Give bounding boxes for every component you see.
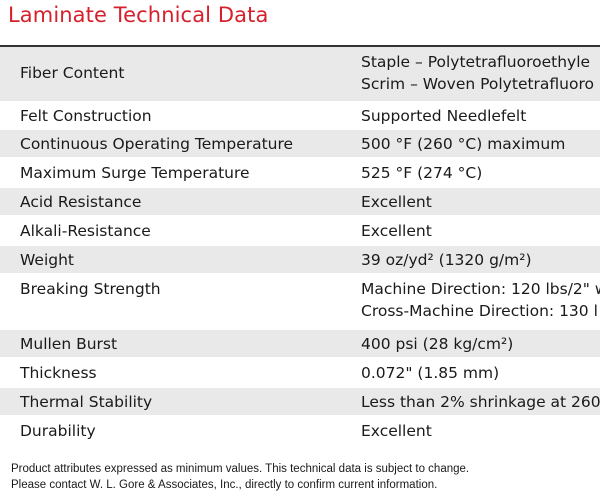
page-title: Laminate Technical Data — [8, 3, 269, 27]
value-line: Cross-Machine Direction: 130 l — [361, 302, 598, 320]
property-value: Machine Direction: 120 lbs/2" w Cross-Ma… — [361, 280, 600, 320]
property-label: Thermal Stability — [20, 393, 153, 411]
table-row-mullen-burst: Mullen Burst 400 psi (28 kg/cm²) — [0, 330, 600, 359]
property-label: Maximum Surge Temperature — [20, 164, 250, 182]
property-value: 400 psi (28 kg/cm²) — [361, 335, 514, 353]
property-label: Weight — [20, 251, 75, 269]
property-value: Excellent — [361, 193, 432, 211]
property-label: Fiber Content — [20, 64, 125, 82]
table-row-felt-construction: Felt Construction Supported Needlefelt — [0, 103, 600, 130]
property-value: 0.072" (1.85 mm) — [361, 364, 500, 382]
table-row-thickness: Thickness 0.072" (1.85 mm) — [0, 359, 600, 388]
property-value: Excellent — [361, 222, 432, 240]
property-label: Breaking Strength — [20, 280, 161, 298]
table-row-acid-resistance: Acid Resistance Excellent — [0, 188, 600, 217]
header-rule — [0, 45, 600, 47]
footnote-line: Please contact W. L. Gore & Associates, … — [11, 479, 438, 491]
table-row-alkali-resistance: Alkali-Resistance Excellent — [0, 217, 600, 246]
table-row-weight: Weight 39 oz/yd² (1320 g/m²) — [0, 246, 600, 275]
property-value: Supported Needlefelt — [361, 107, 527, 125]
property-value: Less than 2% shrinkage at 260 — [361, 393, 600, 411]
value-line: Scrim – Woven Polytetrafluoro — [361, 75, 595, 93]
property-value: Staple – Polytetrafluoroethyle Scrim – W… — [361, 53, 594, 93]
value-line: Staple – Polytetrafluoroethyle — [361, 53, 591, 71]
table-row-maximum-surge-temperature: Maximum Surge Temperature 525 °F (274 °C… — [0, 159, 600, 188]
property-value: 500 °F (260 °C) maximum — [361, 135, 566, 153]
property-label: Acid Resistance — [20, 193, 142, 211]
property-label: Alkali-Resistance — [20, 222, 151, 240]
property-label: Felt Construction — [20, 107, 152, 125]
property-value: Excellent — [361, 422, 432, 440]
footnote-line: Product attributes expressed as minimum … — [11, 463, 470, 475]
footnote: Product attributes expressed as minimum … — [11, 461, 469, 493]
table-row-fiber-content: Fiber Content Staple – Polytetrafluoroet… — [0, 47, 600, 103]
property-label: Continuous Operating Temperature — [20, 135, 294, 153]
property-value: 39 oz/yd² (1320 g/m²) — [361, 251, 532, 269]
property-value: 525 °F (274 °C) — [361, 164, 483, 182]
property-label: Thickness — [20, 364, 97, 382]
property-label: Mullen Burst — [20, 335, 118, 353]
value-line: Machine Direction: 120 lbs/2" w — [361, 280, 600, 298]
table-row-thermal-stability: Thermal Stability Less than 2% shrinkage… — [0, 388, 600, 417]
technical-data-table: Fiber Content Staple – Polytetrafluoroet… — [0, 47, 600, 446]
table-row-durability: Durability Excellent — [0, 417, 600, 446]
property-label: Durability — [20, 422, 96, 440]
table-row-breaking-strength: Breaking Strength Machine Direction: 120… — [0, 275, 600, 330]
table-row-continuous-operating-temperature: Continuous Operating Temperature 500 °F … — [0, 130, 600, 159]
